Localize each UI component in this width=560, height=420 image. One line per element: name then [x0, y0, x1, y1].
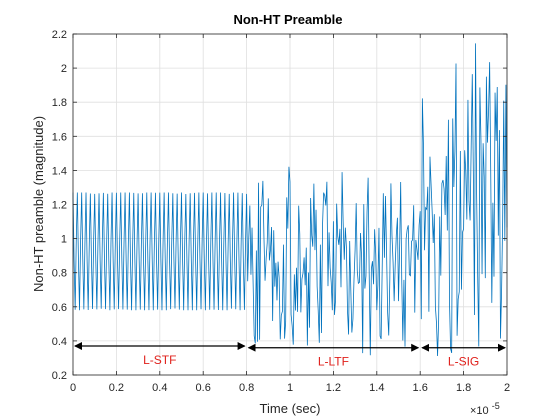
y-tick-label: 0.6: [52, 302, 67, 314]
y-tick-label: 0.4: [52, 336, 67, 348]
x-tick-label: 1.4: [369, 382, 384, 394]
data-series: [72, 43, 508, 356]
y-axis-title: Non-HT preamble (magnitude): [31, 116, 46, 292]
x-tick-label: 0: [70, 382, 76, 394]
axis-ticks: 0 0.2 0.4 0.6 0.8 1 1.2 1.4 1.6 1.8 20.20.40.60.81…: [52, 29, 510, 394]
x-tick-label: 1.2: [326, 382, 341, 394]
y-tick-label: 1.4: [52, 165, 67, 177]
y-tick-label: 1: [61, 234, 67, 246]
y-tick-label: 1.8: [52, 97, 67, 109]
x-tick-label: 1.8: [456, 382, 471, 394]
y-tick-label: 0.2: [52, 370, 67, 382]
chart-title: Non-HT Preamble: [233, 12, 342, 27]
y-tick-label: 2.2: [52, 29, 67, 41]
y-tick-label: 1.2: [52, 200, 67, 212]
x-tick-label: 0.2: [109, 382, 124, 394]
preamble-magnitude-line: [72, 43, 508, 356]
x-tick-label: 0.6: [196, 382, 211, 394]
x-axis-title: Time (sec): [260, 401, 321, 416]
x-tick-label: 1.6: [413, 382, 428, 394]
y-tick-label: 0.8: [52, 268, 67, 280]
x-tick-label: 2: [504, 382, 510, 394]
x-tick-label: 0.8: [239, 382, 254, 394]
y-tick-label: 2: [61, 63, 67, 75]
x-multiplier-exponent: -5: [492, 401, 500, 411]
segment-label: L-LTF: [318, 355, 349, 369]
x-tick-label: 0.4: [152, 382, 167, 394]
x-axis-multiplier: ×10 -5: [470, 401, 500, 417]
x-multiplier-base: ×10: [470, 405, 489, 417]
x-tick-label: 1: [287, 382, 293, 394]
segment-annotations: L-STF L-LTF L-SIG: [74, 342, 506, 369]
segment-label: L-STF: [143, 353, 176, 367]
y-tick-label: 1.6: [52, 131, 67, 143]
segment-label: L-SIG: [448, 355, 479, 369]
